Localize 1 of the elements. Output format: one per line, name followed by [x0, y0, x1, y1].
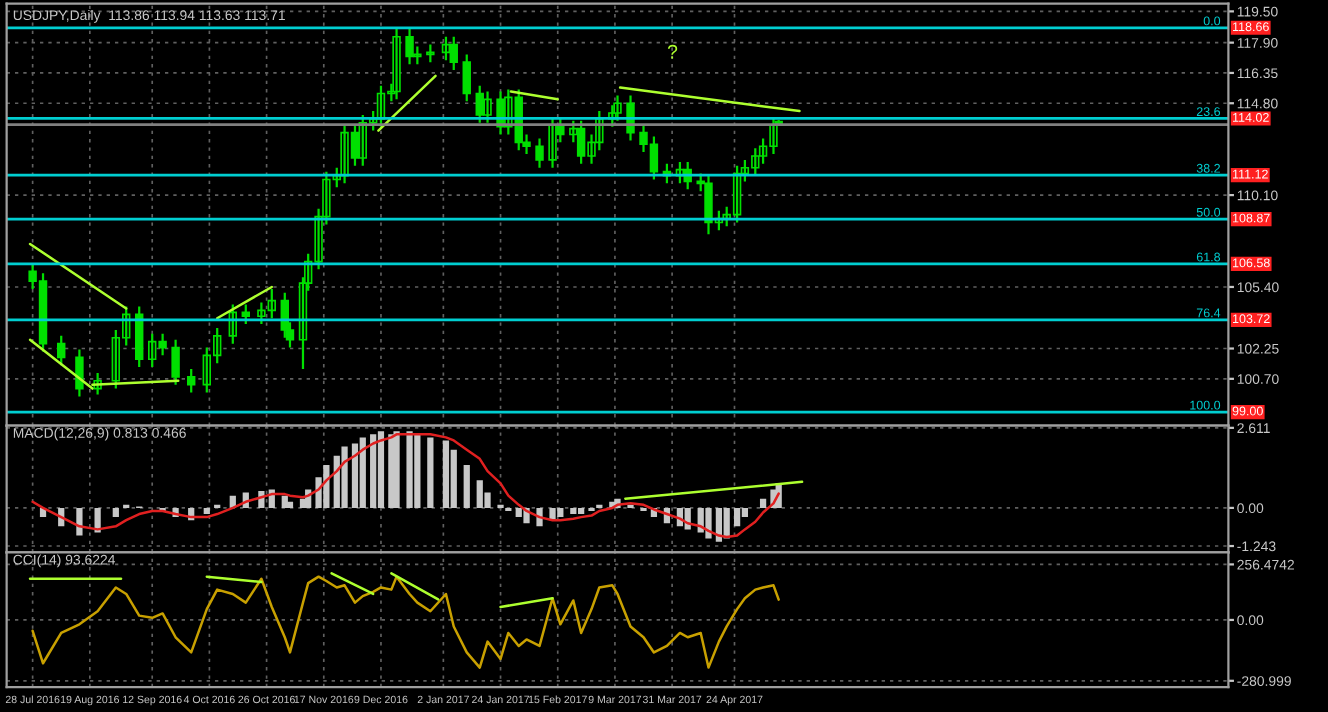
- annotation: ?: [667, 44, 678, 59]
